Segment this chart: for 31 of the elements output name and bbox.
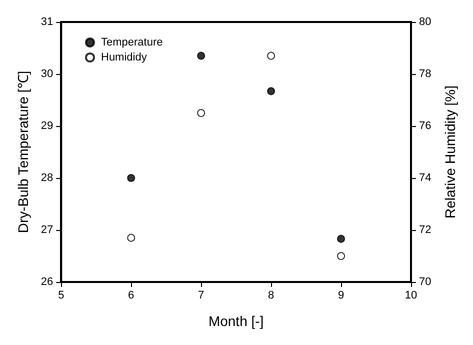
x-tick-label: 6	[128, 290, 134, 302]
y2-tick-label: 78	[419, 68, 432, 80]
y2-tick-label: 80	[419, 16, 432, 28]
y-tick-label: 28	[40, 172, 54, 184]
legend-label: Humididy	[101, 52, 148, 64]
x-tick-label: 8	[268, 290, 274, 302]
x-axis-title: Month [-]	[208, 313, 264, 329]
x-tick-label: 10	[404, 290, 418, 302]
point	[337, 252, 346, 260]
y-tick-label: 27	[40, 224, 54, 236]
y-tick-label: 31	[40, 16, 54, 28]
legend-label: Temperature	[101, 36, 163, 48]
point	[197, 109, 206, 117]
y2-tick-label: 74	[419, 172, 432, 184]
y-tick-label: 29	[40, 120, 54, 132]
y-tick-label: 30	[40, 68, 54, 80]
point	[267, 87, 276, 96]
y2-tick-label: 72	[419, 224, 432, 236]
y2-tick-label: 70	[419, 276, 432, 288]
y-axis-title: Dry-Bulb Temperature [℃]	[15, 70, 31, 234]
x-tick-label: 9	[338, 290, 344, 302]
y2-tick-label: 76	[419, 120, 432, 132]
x-tick-label: 5	[58, 290, 64, 302]
point	[197, 52, 206, 60]
y-tick-label: 26	[40, 276, 54, 288]
y2-axis-title: Relative Humidity [%]	[442, 85, 458, 219]
point	[127, 174, 136, 182]
point	[267, 52, 276, 60]
point	[127, 234, 136, 242]
point	[337, 234, 346, 243]
x-tick-label: 7	[198, 290, 204, 302]
